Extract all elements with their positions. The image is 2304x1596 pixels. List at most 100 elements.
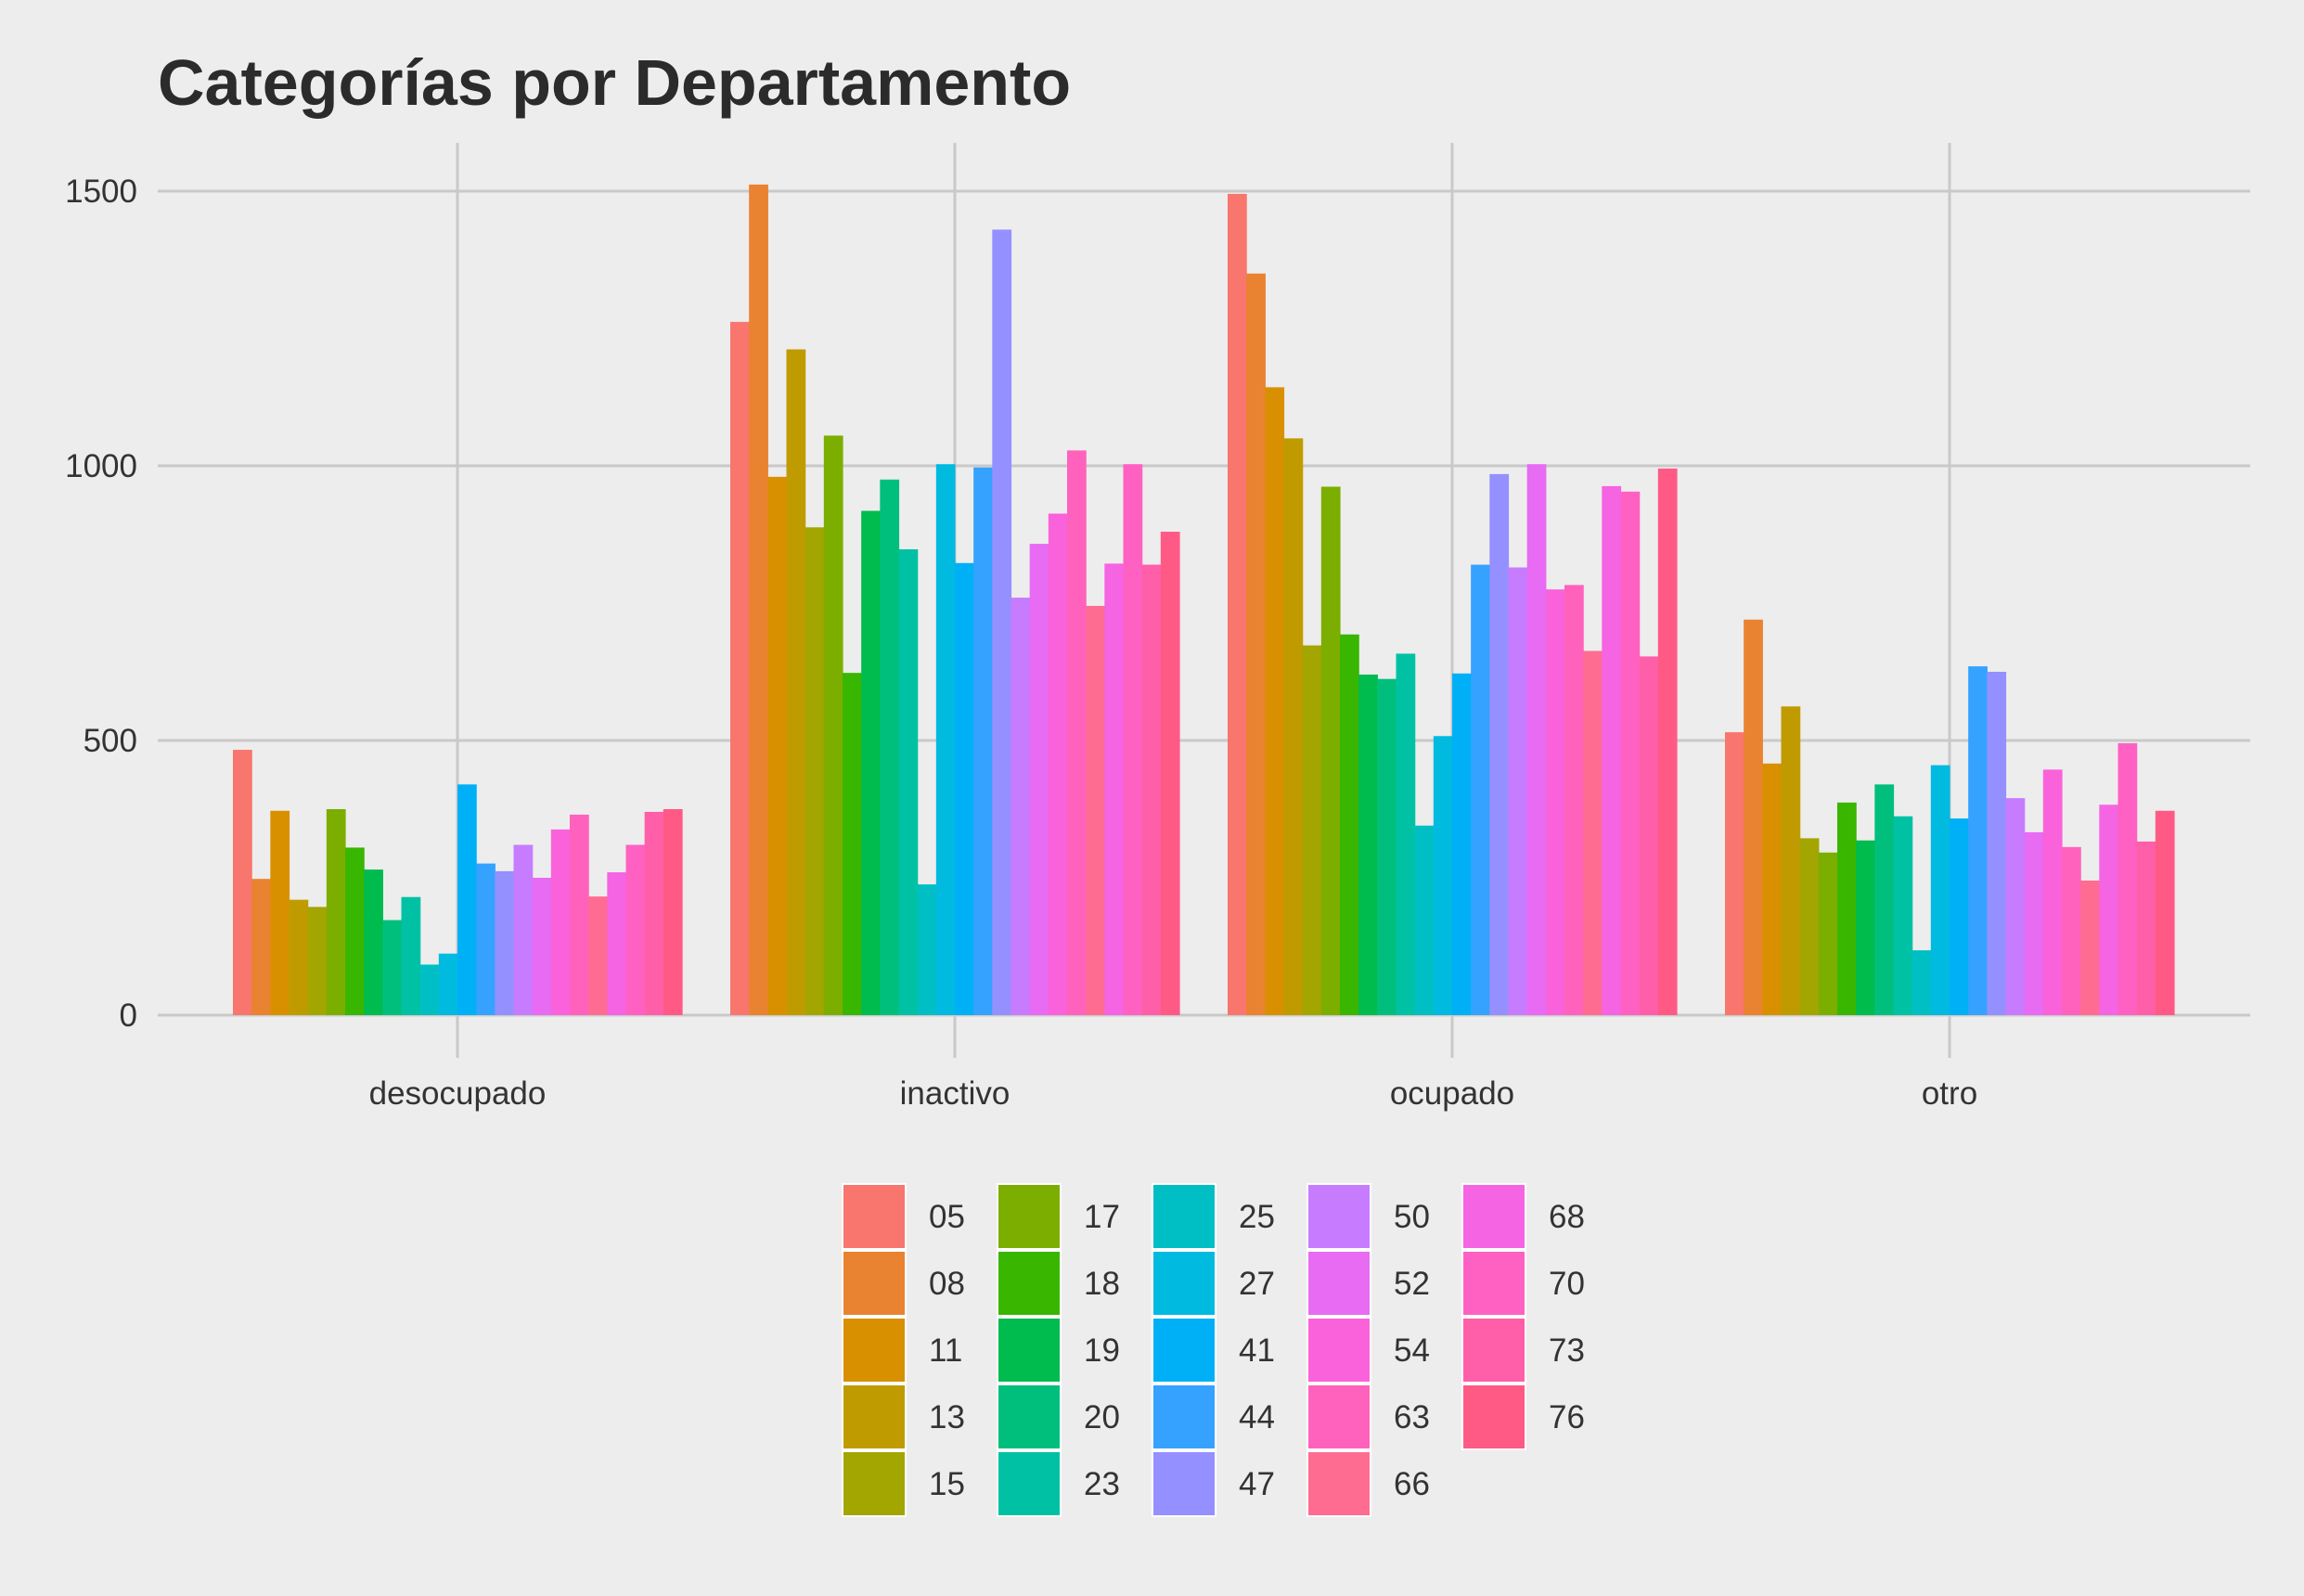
bar-ocupado-70 — [1620, 491, 1641, 1015]
bar-ocupado-19 — [1358, 674, 1378, 1015]
bar-inactivo-50 — [1010, 598, 1031, 1015]
y-tick-label: 1500 — [65, 174, 137, 210]
bar-desocupado-44 — [476, 863, 496, 1015]
legend-key-52 — [1306, 1250, 1371, 1317]
bar-ocupado-68 — [1602, 485, 1622, 1015]
legend-key-44 — [1152, 1384, 1216, 1450]
bar-ocupado-05 — [1228, 193, 1247, 1015]
bar-desocupado-17 — [326, 809, 346, 1015]
bar-ocupado-50 — [1508, 567, 1528, 1015]
bar-ocupado-25 — [1414, 825, 1435, 1015]
legend-key-54 — [1306, 1317, 1371, 1384]
x-tick-label: ocupado — [1390, 1075, 1514, 1112]
bar-otro-27 — [1930, 765, 1950, 1015]
legend-label: 13 — [929, 1399, 965, 1435]
bar-inactivo-76 — [1160, 532, 1180, 1015]
legend-label: 27 — [1239, 1266, 1275, 1302]
legend-key-66 — [1306, 1450, 1371, 1517]
legend-label: 08 — [929, 1266, 965, 1302]
bar-desocupado-66 — [588, 896, 608, 1015]
legend-label: 05 — [929, 1199, 965, 1235]
bar-desocupado-11 — [270, 810, 290, 1015]
bar-otro-18 — [1837, 802, 1857, 1015]
bar-ocupado-08 — [1246, 273, 1266, 1015]
bar-desocupado-23 — [401, 896, 421, 1015]
legend-label: 11 — [929, 1332, 962, 1369]
legend-label: 17 — [1084, 1199, 1120, 1235]
bar-desocupado-18 — [345, 847, 365, 1015]
legend-key-13 — [842, 1384, 907, 1450]
bar-inactivo-47 — [992, 229, 1012, 1015]
bar-otro-05 — [1725, 732, 1744, 1015]
legend-key-68 — [1461, 1183, 1526, 1250]
bar-inactivo-44 — [973, 467, 993, 1015]
legend-key-19 — [997, 1317, 1062, 1384]
bar-inactivo-66 — [1086, 605, 1105, 1015]
legend-label: 25 — [1239, 1199, 1275, 1235]
bar-inactivo-73 — [1141, 564, 1162, 1015]
legend-key-41 — [1152, 1317, 1216, 1384]
x-tick-label: otro — [1922, 1075, 1977, 1112]
legend-label: 76 — [1549, 1399, 1585, 1435]
bar-ocupado-20 — [1377, 678, 1397, 1015]
bar-desocupado-47 — [495, 870, 515, 1015]
bar-otro-47 — [1987, 672, 2007, 1015]
bar-inactivo-70 — [1123, 464, 1143, 1016]
bar-desocupado-41 — [457, 784, 477, 1015]
legend-label: 20 — [1084, 1399, 1120, 1435]
legend-label: 19 — [1084, 1332, 1120, 1369]
legend-label: 73 — [1549, 1332, 1585, 1369]
bar-ocupado-17 — [1320, 486, 1341, 1015]
legend-key-73 — [1461, 1317, 1526, 1384]
bar-otro-73 — [2136, 841, 2156, 1015]
bar-otro-50 — [2005, 798, 2026, 1015]
legend-key-11 — [842, 1317, 907, 1384]
legend-label: 52 — [1394, 1266, 1430, 1302]
legend-key-18 — [997, 1250, 1062, 1317]
bar-ocupado-66 — [1583, 650, 1603, 1015]
chart-title: Categorías por Departamento — [158, 46, 1071, 119]
legend-label: 15 — [929, 1466, 965, 1502]
legend-key-23 — [997, 1450, 1062, 1517]
bar-otro-66 — [2080, 880, 2100, 1015]
bar-desocupado-50 — [513, 844, 534, 1015]
bar-desocupado-54 — [550, 829, 571, 1015]
legend-label: 63 — [1394, 1399, 1430, 1435]
bar-ocupado-47 — [1489, 473, 1510, 1015]
bar-otro-63 — [2062, 846, 2081, 1015]
bar-inactivo-63 — [1067, 450, 1087, 1015]
bar-ocupado-27 — [1433, 736, 1453, 1015]
bar-otro-20 — [1874, 784, 1895, 1015]
legend-key-70 — [1461, 1250, 1526, 1317]
legend-key-27 — [1152, 1250, 1216, 1317]
legend-label: 70 — [1549, 1266, 1585, 1302]
bar-inactivo-08 — [749, 184, 768, 1015]
bar-otro-08 — [1744, 619, 1763, 1015]
bar-otro-41 — [1950, 818, 1969, 1015]
legend-key-47 — [1152, 1450, 1216, 1517]
bar-desocupado-08 — [251, 879, 271, 1015]
bar-otro-15 — [1799, 838, 1820, 1015]
legend-key-08 — [842, 1250, 907, 1317]
bar-inactivo-15 — [804, 527, 825, 1015]
y-tick-label: 500 — [84, 723, 137, 759]
bar-ocupado-15 — [1302, 645, 1322, 1015]
bar-otro-70 — [2117, 742, 2138, 1015]
legend-label: 50 — [1394, 1199, 1430, 1235]
legend-label: 41 — [1239, 1332, 1275, 1369]
x-tick-label: inactivo — [900, 1075, 1010, 1112]
bar-desocupado-63 — [570, 814, 589, 1015]
bar-inactivo-68 — [1104, 563, 1125, 1015]
bar-otro-11 — [1762, 763, 1783, 1015]
bar-ocupado-44 — [1471, 564, 1490, 1015]
bar-inactivo-52 — [1029, 544, 1049, 1015]
bar-desocupado-73 — [644, 811, 664, 1015]
legend-key-17 — [997, 1183, 1062, 1250]
bar-otro-23 — [1893, 816, 1913, 1015]
legend-label: 47 — [1239, 1466, 1275, 1502]
bar-inactivo-19 — [861, 510, 881, 1015]
x-tick-label: desocupado — [369, 1075, 547, 1112]
legend-key-20 — [997, 1384, 1062, 1450]
legend: 05 08 11 13 15 17 18 19 20 23 25 27 41 44 47 50 52 54 63 66… — [842, 1183, 1585, 1517]
bar-desocupado-70 — [625, 844, 646, 1015]
